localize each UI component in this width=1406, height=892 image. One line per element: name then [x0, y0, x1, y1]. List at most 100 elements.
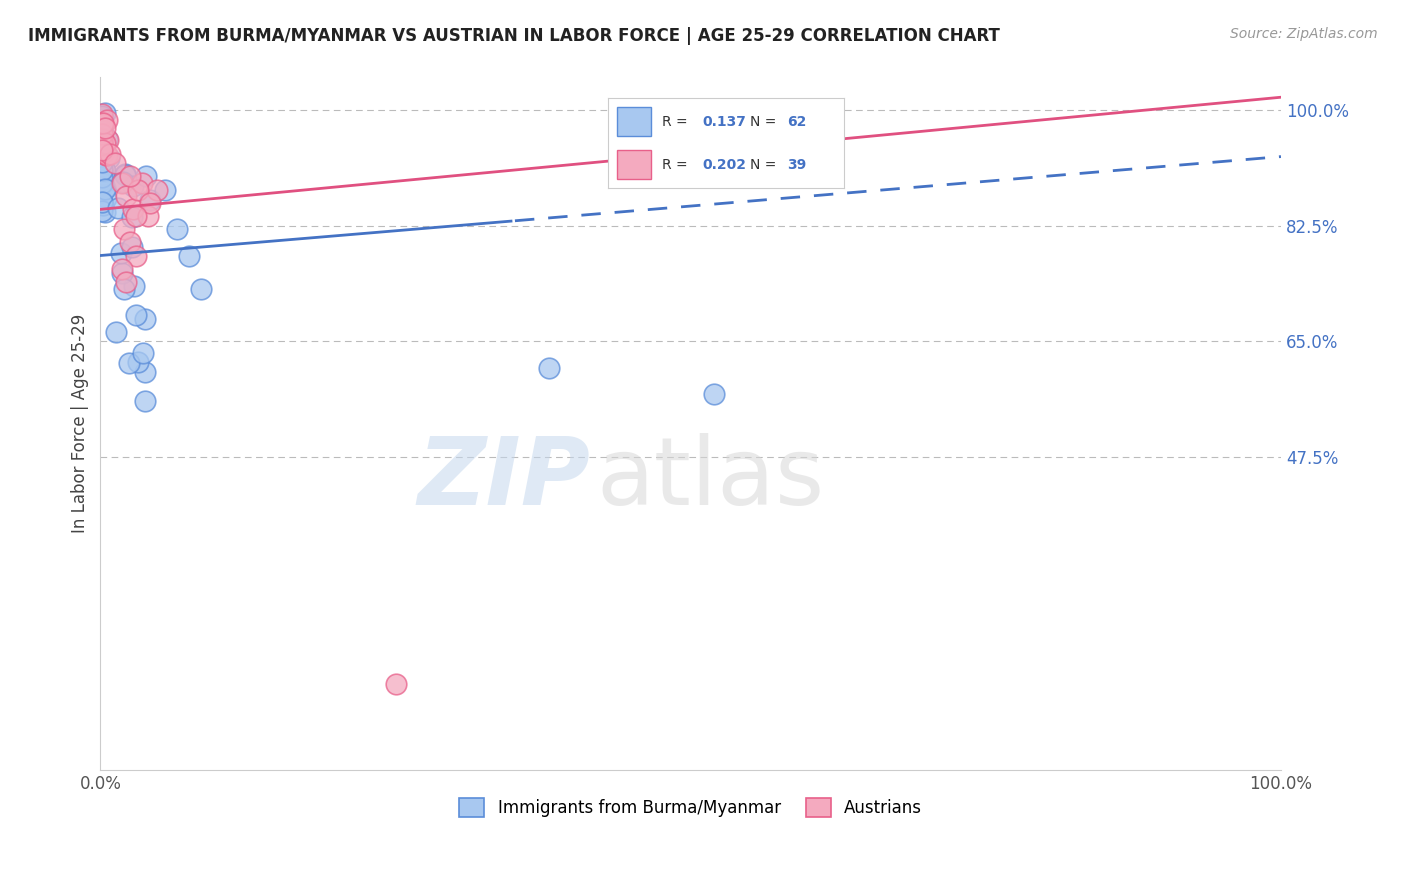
Text: Source: ZipAtlas.com: Source: ZipAtlas.com: [1230, 27, 1378, 41]
Point: [90, 170, 112, 185]
Point: [139, 195, 162, 210]
Point: [94, 205, 117, 219]
Point: [90, 117, 112, 131]
Point: [537, 360, 560, 375]
Point: [93, 162, 115, 177]
Point: [90, 138, 112, 153]
Point: [90, 126, 112, 140]
Point: [139, 193, 162, 207]
Point: [112, 282, 135, 296]
Point: [122, 202, 145, 217]
Point: [91, 176, 114, 190]
Point: [132, 346, 155, 360]
Point: [90, 112, 112, 127]
Point: [114, 168, 136, 182]
Point: [91, 127, 114, 141]
Point: [125, 248, 148, 262]
Point: [107, 201, 129, 215]
Point: [90, 123, 112, 137]
Point: [91, 194, 114, 209]
Point: [121, 210, 143, 224]
Point: [118, 356, 141, 370]
Point: [90, 155, 112, 169]
Point: [94, 136, 117, 150]
Point: [111, 175, 134, 189]
Point: [96, 148, 118, 162]
Point: [135, 169, 157, 183]
Point: [90, 137, 112, 152]
Point: [90, 136, 112, 150]
Point: [103, 156, 125, 170]
Point: [115, 189, 138, 203]
Point: [118, 235, 141, 250]
Y-axis label: In Labor Force | Age 25-29: In Labor Force | Age 25-29: [72, 314, 89, 533]
Point: [91, 197, 114, 211]
Point: [90, 116, 112, 130]
Point: [110, 246, 132, 260]
Point: [90, 180, 112, 194]
Legend: Immigrants from Burma/Myanmar, Austrians: Immigrants from Burma/Myanmar, Austrians: [453, 791, 929, 824]
Point: [98, 146, 121, 161]
Text: ZIP: ZIP: [418, 434, 591, 525]
Point: [90, 141, 112, 155]
Point: [90, 114, 112, 128]
Point: [91, 161, 114, 176]
Point: [94, 106, 117, 120]
Point: [121, 178, 143, 193]
Point: [121, 240, 143, 254]
Point: [134, 365, 156, 379]
Point: [90, 122, 112, 136]
Point: [91, 110, 114, 124]
Point: [90, 138, 112, 153]
Point: [93, 176, 115, 190]
Point: [114, 167, 136, 181]
Point: [91, 168, 114, 182]
Point: [96, 113, 118, 128]
Point: [127, 183, 149, 197]
Point: [90, 163, 112, 178]
Point: [127, 354, 149, 368]
Point: [125, 308, 148, 322]
Point: [94, 148, 117, 162]
Text: IMMIGRANTS FROM BURMA/MYANMAR VS AUSTRIAN IN LABOR FORCE | AGE 25-29 CORRELATION: IMMIGRANTS FROM BURMA/MYANMAR VS AUSTRIA…: [28, 27, 1000, 45]
Point: [384, 677, 406, 691]
Point: [90, 109, 112, 123]
Point: [93, 145, 115, 159]
Point: [110, 261, 132, 276]
Point: [125, 209, 148, 223]
Point: [91, 132, 114, 146]
Text: atlas: atlas: [596, 434, 824, 525]
Point: [134, 393, 156, 408]
Point: [105, 325, 128, 339]
Point: [146, 183, 169, 197]
Point: [91, 131, 114, 145]
Point: [91, 116, 114, 130]
Point: [190, 281, 212, 295]
Point: [112, 222, 135, 236]
Point: [91, 203, 114, 218]
Point: [111, 266, 134, 280]
Point: [94, 164, 117, 178]
Point: [96, 132, 118, 146]
Point: [93, 121, 115, 136]
Point: [90, 134, 112, 148]
Point: [90, 107, 112, 121]
Point: [110, 176, 132, 190]
Point: [124, 278, 146, 293]
Point: [177, 248, 200, 262]
Point: [91, 143, 114, 157]
Point: [94, 191, 117, 205]
Point: [115, 275, 138, 289]
Point: [90, 145, 112, 160]
Point: [134, 312, 156, 326]
Point: [703, 387, 725, 401]
Point: [97, 133, 120, 147]
Point: [155, 183, 177, 197]
Point: [166, 222, 188, 236]
Point: [93, 181, 115, 195]
Point: [136, 209, 159, 223]
Point: [94, 182, 117, 196]
Point: [90, 195, 112, 210]
Point: [131, 176, 153, 190]
Point: [90, 171, 112, 186]
